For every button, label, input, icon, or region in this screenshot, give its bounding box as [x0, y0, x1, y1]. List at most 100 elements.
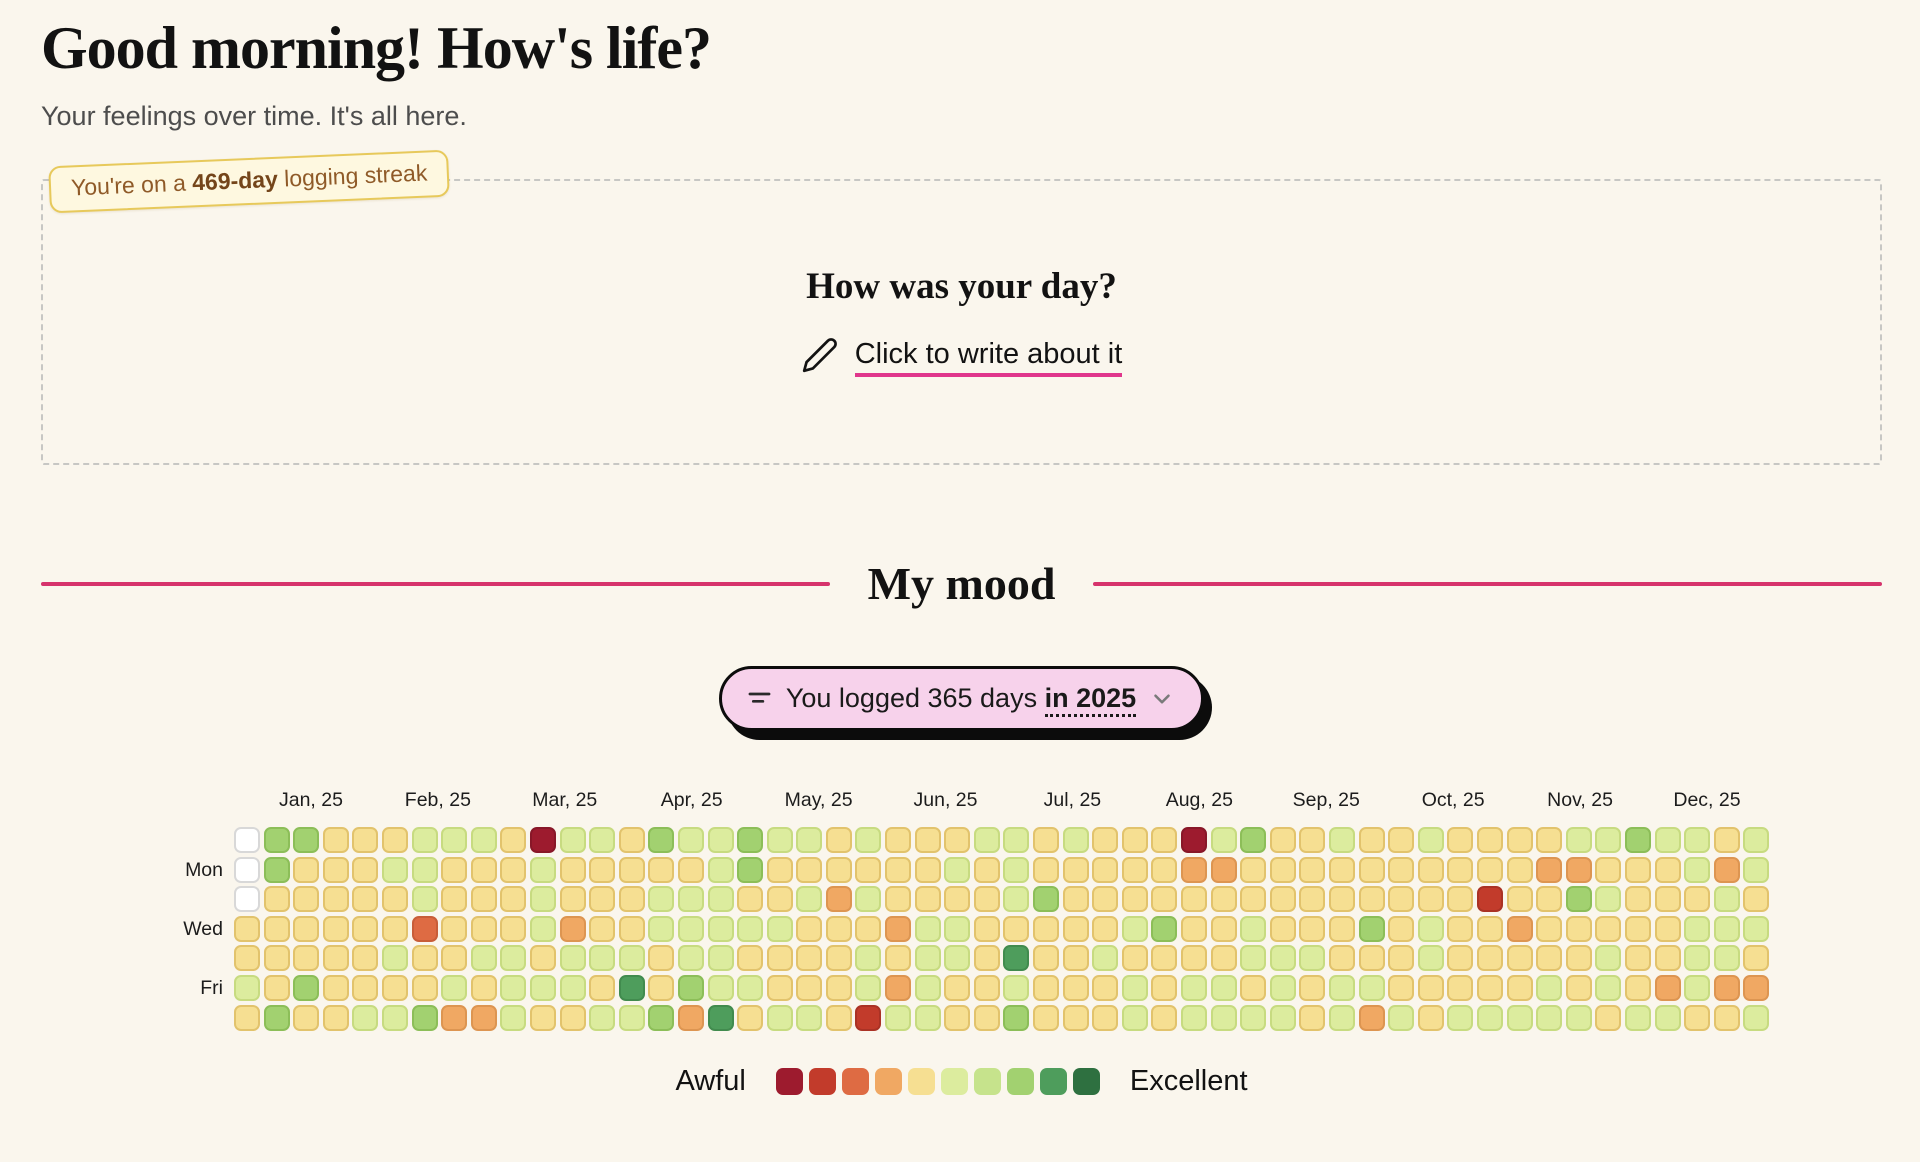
- heatmap-cell[interactable]: [618, 856, 645, 883]
- heatmap-cell[interactable]: [1506, 856, 1533, 883]
- heatmap-cell[interactable]: [1654, 827, 1681, 853]
- heatmap-cell[interactable]: [441, 915, 468, 942]
- heatmap-cell[interactable]: [1240, 945, 1267, 972]
- heatmap-cell[interactable]: [973, 974, 1000, 1001]
- heatmap-cell[interactable]: [1358, 915, 1385, 942]
- heatmap-cell[interactable]: [234, 856, 260, 883]
- heatmap-cell[interactable]: [1447, 886, 1474, 913]
- heatmap-cell[interactable]: [1210, 886, 1237, 913]
- heatmap-cell[interactable]: [470, 886, 497, 913]
- heatmap-cell[interactable]: [1476, 915, 1503, 942]
- heatmap-cell[interactable]: [1003, 945, 1030, 972]
- heatmap-cell[interactable]: [855, 886, 882, 913]
- heatmap-cell[interactable]: [1447, 974, 1474, 1001]
- heatmap-cell[interactable]: [1684, 915, 1711, 942]
- heatmap-cell[interactable]: [1565, 886, 1592, 913]
- heatmap-cell[interactable]: [293, 886, 320, 913]
- heatmap-cell[interactable]: [1417, 886, 1444, 913]
- heatmap-cell[interactable]: [381, 827, 408, 853]
- heatmap-cell[interactable]: [411, 974, 438, 1001]
- write-entry-link[interactable]: Click to write about it: [854, 338, 1123, 377]
- heatmap-cell[interactable]: [1388, 827, 1415, 853]
- heatmap-cell[interactable]: [411, 945, 438, 972]
- heatmap-cell[interactable]: [1210, 945, 1237, 972]
- heatmap-cell[interactable]: [1624, 886, 1651, 913]
- heatmap-cell[interactable]: [796, 886, 823, 913]
- heatmap-cell[interactable]: [618, 974, 645, 1001]
- heatmap-cell[interactable]: [234, 974, 260, 1001]
- heatmap-cell[interactable]: [1684, 856, 1711, 883]
- heatmap-cell[interactable]: [293, 945, 320, 972]
- heatmap-cell[interactable]: [1417, 827, 1444, 853]
- heatmap-cell[interactable]: [1328, 856, 1355, 883]
- heatmap-cell[interactable]: [1447, 827, 1474, 853]
- heatmap-cell[interactable]: [618, 827, 645, 853]
- heatmap-cell[interactable]: [381, 945, 408, 972]
- heatmap-cell[interactable]: [1092, 945, 1119, 972]
- heatmap-cell[interactable]: [1121, 886, 1148, 913]
- heatmap-cell[interactable]: [885, 886, 912, 913]
- heatmap-cell[interactable]: [1062, 915, 1089, 942]
- heatmap-cell[interactable]: [1092, 886, 1119, 913]
- heatmap-cell[interactable]: [293, 856, 320, 883]
- heatmap-cell[interactable]: [1151, 856, 1178, 883]
- heatmap-cell[interactable]: [1506, 915, 1533, 942]
- heatmap-cell[interactable]: [1565, 945, 1592, 972]
- heatmap-cell[interactable]: [1595, 945, 1622, 972]
- heatmap-cell[interactable]: [1210, 915, 1237, 942]
- heatmap-cell[interactable]: [1003, 856, 1030, 883]
- heatmap-cell[interactable]: [1654, 856, 1681, 883]
- heatmap-cell[interactable]: [1388, 886, 1415, 913]
- heatmap-cell[interactable]: [1713, 886, 1740, 913]
- heatmap-cell[interactable]: [1269, 886, 1296, 913]
- heatmap-cell[interactable]: [1062, 974, 1089, 1001]
- heatmap-cell[interactable]: [1033, 915, 1060, 942]
- heatmap-cell[interactable]: [411, 827, 438, 853]
- heatmap-cell[interactable]: [1181, 945, 1207, 972]
- heatmap-cell[interactable]: [648, 1004, 675, 1031]
- heatmap-cell[interactable]: [263, 915, 290, 942]
- heatmap-cell[interactable]: [1358, 1004, 1385, 1031]
- heatmap-cell[interactable]: [529, 974, 556, 1001]
- heatmap-cell[interactable]: [589, 827, 616, 853]
- heatmap-cell[interactable]: [1388, 1004, 1415, 1031]
- heatmap-cell[interactable]: [293, 974, 320, 1001]
- heatmap-cell[interactable]: [973, 915, 1000, 942]
- heatmap-cell[interactable]: [707, 945, 734, 972]
- heatmap-cell[interactable]: [1033, 945, 1060, 972]
- heatmap-cell[interactable]: [914, 886, 941, 913]
- heatmap-cell[interactable]: [855, 856, 882, 883]
- heatmap-cell[interactable]: [500, 945, 527, 972]
- heatmap-cell[interactable]: [1151, 945, 1178, 972]
- heatmap-cell[interactable]: [1536, 945, 1563, 972]
- heatmap-cell[interactable]: [648, 856, 675, 883]
- heatmap-cell[interactable]: [677, 856, 704, 883]
- heatmap-cell[interactable]: [559, 915, 586, 942]
- heatmap-cell[interactable]: [589, 856, 616, 883]
- heatmap-cell[interactable]: [737, 886, 764, 913]
- heatmap-cell[interactable]: [1713, 915, 1740, 942]
- heatmap-cell[interactable]: [648, 945, 675, 972]
- heatmap-cell[interactable]: [885, 827, 912, 853]
- heatmap-cell[interactable]: [648, 886, 675, 913]
- heatmap-cell[interactable]: [825, 945, 852, 972]
- heatmap-cell[interactable]: [618, 915, 645, 942]
- heatmap-cell[interactable]: [1654, 915, 1681, 942]
- heatmap-cell[interactable]: [1506, 827, 1533, 853]
- heatmap-cell[interactable]: [1506, 945, 1533, 972]
- heatmap-cell[interactable]: [766, 974, 793, 1001]
- heatmap-cell[interactable]: [1003, 974, 1030, 1001]
- heatmap-cell[interactable]: [1447, 915, 1474, 942]
- heatmap-cell[interactable]: [1713, 945, 1740, 972]
- heatmap-cell[interactable]: [589, 915, 616, 942]
- heatmap-cell[interactable]: [1033, 886, 1060, 913]
- heatmap-cell[interactable]: [855, 827, 882, 853]
- heatmap-cell[interactable]: [1565, 856, 1592, 883]
- heatmap-cell[interactable]: [263, 827, 290, 853]
- heatmap-cell[interactable]: [1328, 945, 1355, 972]
- heatmap-cell[interactable]: [796, 974, 823, 1001]
- heatmap-cell[interactable]: [293, 827, 320, 853]
- heatmap-cell[interactable]: [1033, 856, 1060, 883]
- heatmap-cell[interactable]: [1151, 974, 1178, 1001]
- heatmap-cell[interactable]: [500, 974, 527, 1001]
